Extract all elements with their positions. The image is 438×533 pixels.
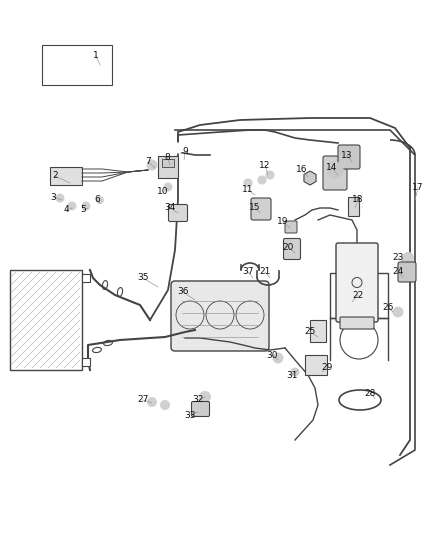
- Circle shape: [173, 143, 183, 153]
- Circle shape: [56, 194, 64, 202]
- FancyBboxPatch shape: [82, 358, 90, 366]
- Text: 9: 9: [182, 148, 188, 157]
- Text: 34: 34: [164, 204, 176, 213]
- Circle shape: [291, 368, 299, 376]
- Text: 13: 13: [341, 150, 353, 159]
- Circle shape: [244, 179, 252, 187]
- Circle shape: [273, 353, 283, 363]
- FancyBboxPatch shape: [82, 274, 90, 282]
- FancyBboxPatch shape: [283, 238, 300, 260]
- FancyBboxPatch shape: [347, 197, 358, 215]
- Text: 37: 37: [242, 268, 254, 277]
- FancyBboxPatch shape: [169, 205, 187, 222]
- FancyBboxPatch shape: [50, 167, 82, 185]
- FancyBboxPatch shape: [162, 159, 174, 167]
- Text: 19: 19: [277, 217, 289, 227]
- Text: 7: 7: [145, 157, 151, 166]
- Circle shape: [199, 392, 211, 402]
- Text: 15: 15: [249, 203, 261, 212]
- FancyBboxPatch shape: [336, 243, 378, 322]
- Text: 2: 2: [52, 172, 58, 181]
- FancyBboxPatch shape: [340, 317, 374, 329]
- Circle shape: [258, 176, 266, 184]
- Text: 12: 12: [259, 160, 271, 169]
- Circle shape: [393, 307, 403, 317]
- Text: 29: 29: [321, 364, 333, 373]
- FancyBboxPatch shape: [171, 281, 269, 351]
- FancyBboxPatch shape: [310, 320, 326, 342]
- Text: 3: 3: [50, 192, 56, 201]
- Circle shape: [327, 162, 343, 178]
- FancyBboxPatch shape: [398, 262, 416, 282]
- Text: 8: 8: [164, 152, 170, 161]
- Circle shape: [82, 202, 90, 210]
- Text: 22: 22: [353, 290, 364, 300]
- Circle shape: [266, 171, 274, 179]
- FancyBboxPatch shape: [330, 273, 388, 318]
- Text: 23: 23: [392, 254, 404, 262]
- Text: 27: 27: [137, 395, 148, 405]
- Text: 33: 33: [184, 410, 196, 419]
- Text: 25: 25: [304, 327, 316, 336]
- FancyBboxPatch shape: [305, 355, 327, 375]
- Text: 18: 18: [352, 196, 364, 205]
- Polygon shape: [304, 171, 316, 185]
- Text: 14: 14: [326, 164, 338, 173]
- Circle shape: [68, 202, 76, 210]
- Circle shape: [148, 398, 156, 407]
- FancyBboxPatch shape: [158, 156, 178, 178]
- FancyBboxPatch shape: [323, 156, 347, 190]
- Text: 26: 26: [382, 303, 394, 311]
- Text: 30: 30: [266, 351, 278, 359]
- Text: 28: 28: [364, 389, 376, 398]
- Text: 21: 21: [259, 268, 271, 277]
- Text: 11: 11: [242, 185, 254, 195]
- Text: 5: 5: [80, 206, 86, 214]
- Circle shape: [403, 253, 413, 263]
- Text: 20: 20: [283, 243, 294, 252]
- Text: 31: 31: [286, 370, 298, 379]
- Text: 10: 10: [157, 188, 169, 197]
- Text: 36: 36: [177, 287, 189, 296]
- FancyBboxPatch shape: [251, 198, 271, 220]
- FancyBboxPatch shape: [42, 45, 112, 85]
- Text: 24: 24: [392, 268, 404, 277]
- Circle shape: [160, 400, 170, 409]
- Text: 1: 1: [93, 52, 99, 61]
- Circle shape: [96, 197, 103, 204]
- Circle shape: [164, 183, 172, 191]
- FancyBboxPatch shape: [191, 401, 209, 416]
- FancyBboxPatch shape: [10, 270, 82, 370]
- Text: 17: 17: [412, 183, 424, 192]
- FancyBboxPatch shape: [285, 221, 297, 233]
- Text: 6: 6: [94, 196, 100, 205]
- Text: 4: 4: [63, 206, 69, 214]
- FancyBboxPatch shape: [338, 145, 360, 169]
- Text: 35: 35: [137, 273, 149, 282]
- Circle shape: [147, 160, 157, 170]
- Text: 16: 16: [296, 166, 308, 174]
- Text: 32: 32: [192, 395, 204, 405]
